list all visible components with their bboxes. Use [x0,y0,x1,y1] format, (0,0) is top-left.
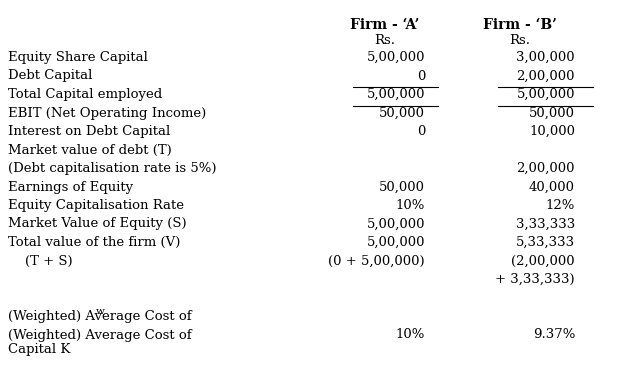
Text: 50,000: 50,000 [529,107,575,119]
Text: + 3,33,333): + 3,33,333) [496,273,575,286]
Text: 5,00,000: 5,00,000 [366,217,425,231]
Text: 5,00,000: 5,00,000 [516,88,575,101]
Text: (Weighted) Average Cost of
Capital K: (Weighted) Average Cost of Capital K [8,328,192,356]
Text: Interest on Debt Capital: Interest on Debt Capital [8,125,170,138]
Text: 12%: 12% [546,199,575,212]
Text: 3,33,333: 3,33,333 [516,217,575,231]
Text: 3,00,000: 3,00,000 [516,51,575,64]
Text: 0: 0 [417,70,425,82]
Text: Rs.: Rs. [509,34,531,48]
Text: w: w [96,307,105,316]
Text: Market value of debt (T): Market value of debt (T) [8,144,172,156]
Text: Total Capital employed: Total Capital employed [8,88,162,101]
Text: Total value of the firm (V): Total value of the firm (V) [8,236,181,249]
Text: 50,000: 50,000 [379,107,425,119]
Text: 2,00,000: 2,00,000 [516,70,575,82]
Text: Equity Share Capital: Equity Share Capital [8,51,148,64]
Text: Firm - ‘B’: Firm - ‘B’ [483,18,557,32]
Text: Market Value of Equity (S): Market Value of Equity (S) [8,217,187,231]
Text: 5,00,000: 5,00,000 [366,51,425,64]
Text: 10%: 10% [396,328,425,341]
Text: 9.37%: 9.37% [532,328,575,341]
Text: (Weighted) Average Cost of: (Weighted) Average Cost of [8,310,192,323]
Text: Firm - ‘A’: Firm - ‘A’ [350,18,420,32]
Text: 2,00,000: 2,00,000 [516,162,575,175]
Text: Earnings of Equity: Earnings of Equity [8,181,133,194]
Text: 50,000: 50,000 [379,181,425,194]
Text: EBIT (Net Operating Income): EBIT (Net Operating Income) [8,107,206,119]
Text: Debt Capital: Debt Capital [8,70,92,82]
Text: 5,00,000: 5,00,000 [366,88,425,101]
Text: (0 + 5,00,000): (0 + 5,00,000) [328,254,425,268]
Text: Rs.: Rs. [374,34,396,48]
Text: 5,33,333: 5,33,333 [516,236,575,249]
Text: (Debt capitalisation rate is 5%): (Debt capitalisation rate is 5%) [8,162,216,175]
Text: (2,00,000: (2,00,000 [511,254,575,268]
Text: 40,000: 40,000 [529,181,575,194]
Text: 10,000: 10,000 [529,125,575,138]
Text: Equity Capitalisation Rate: Equity Capitalisation Rate [8,199,184,212]
Text: 10%: 10% [396,199,425,212]
Text: 5,00,000: 5,00,000 [366,236,425,249]
Text: 0: 0 [417,125,425,138]
Text: (T + S): (T + S) [8,254,72,268]
